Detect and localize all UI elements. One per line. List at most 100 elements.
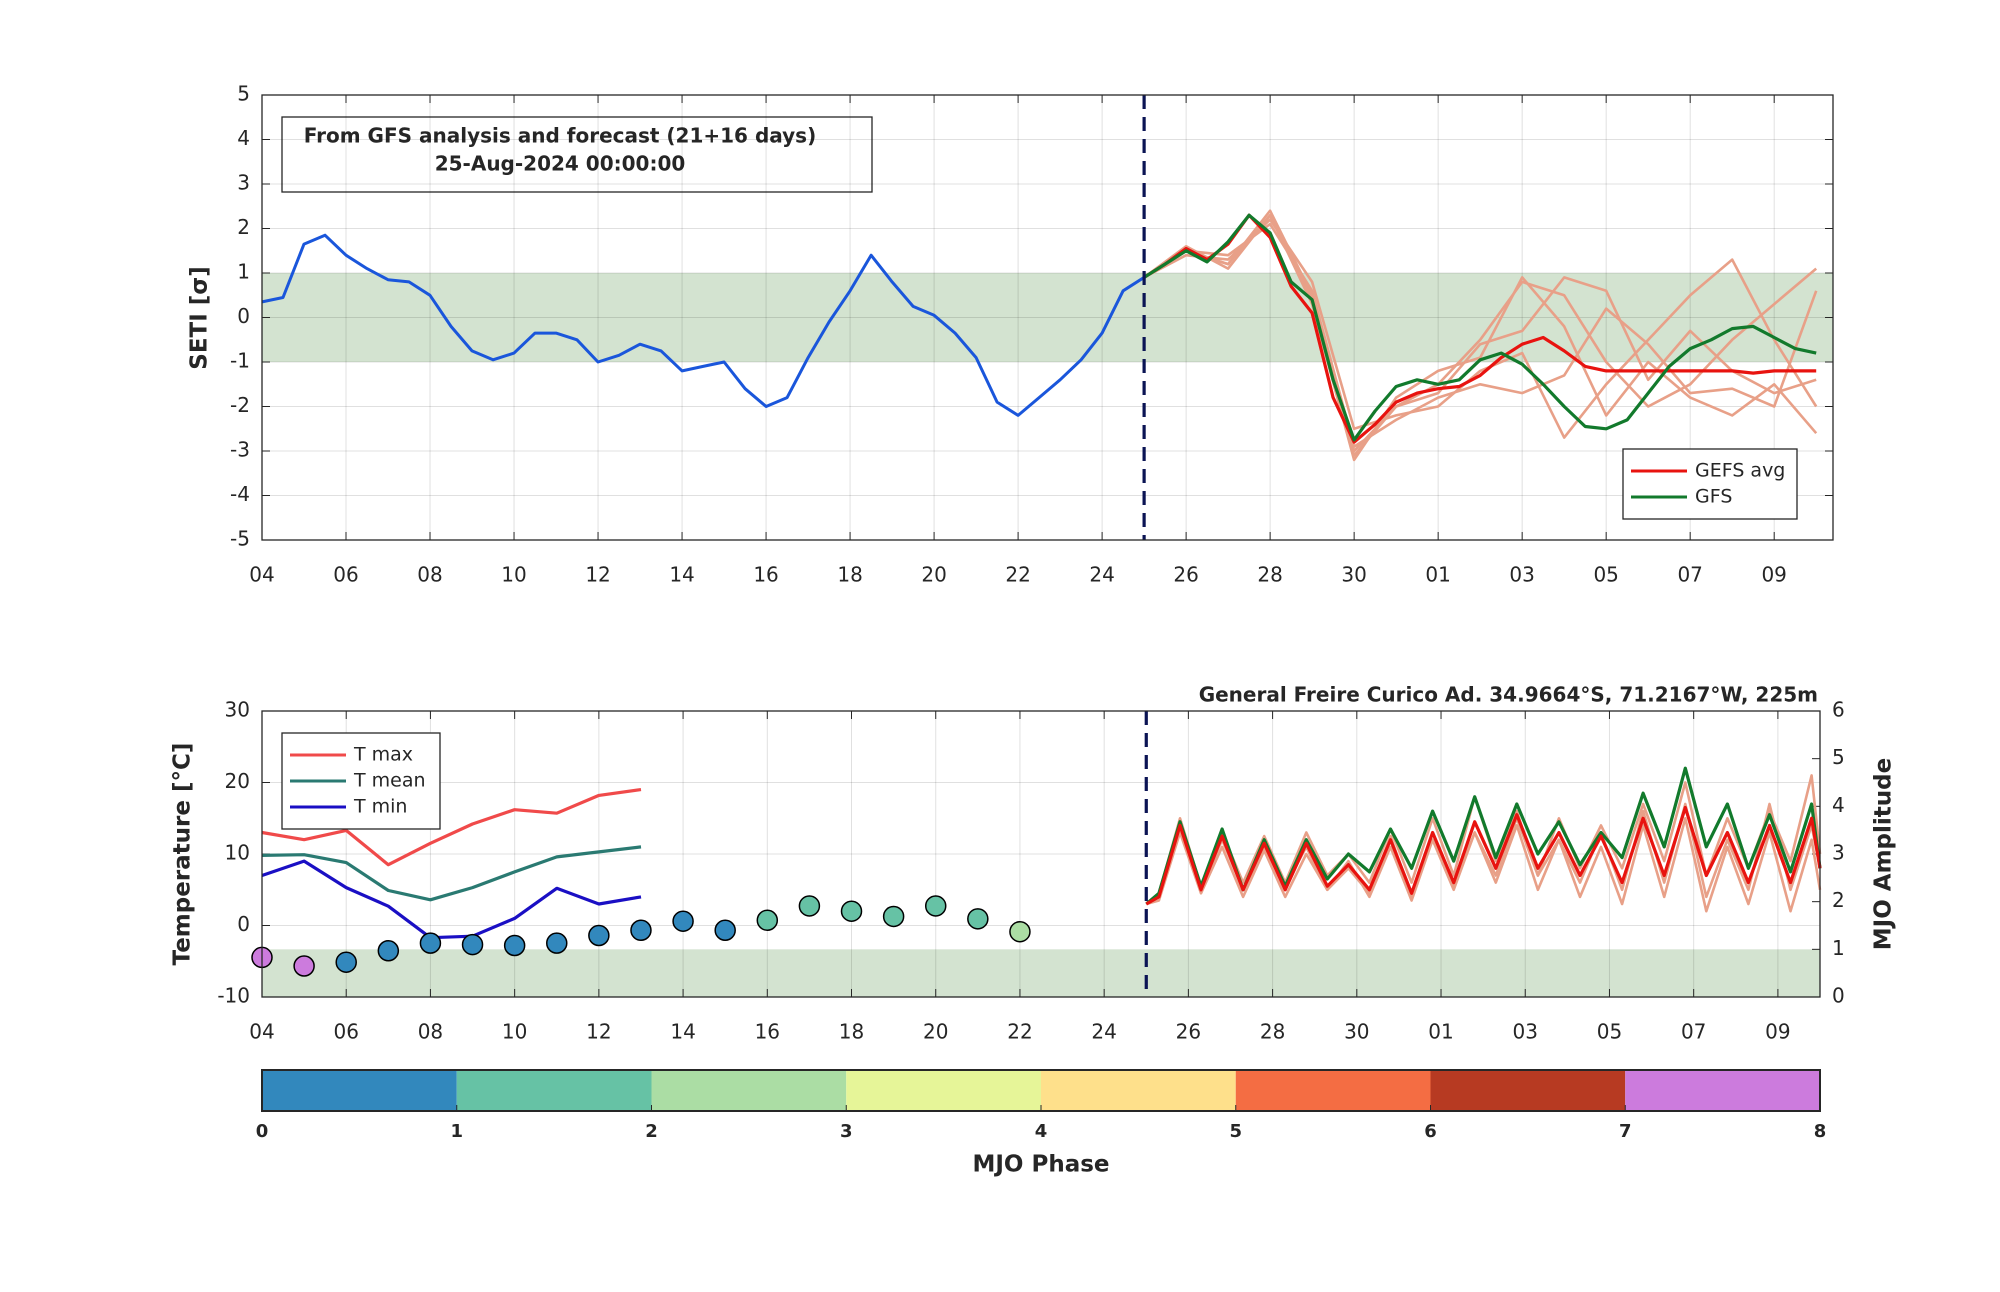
x-tick-label: 22 (1005, 563, 1030, 587)
x-tick-label: 18 (837, 563, 862, 587)
y-tick-label: 20 (225, 769, 250, 793)
x-tick-label: 28 (1257, 563, 1282, 587)
colorbar-frame (261, 1069, 1821, 1112)
y-tick-label: -4 (230, 482, 250, 506)
y-tick-label: 1 (237, 260, 250, 284)
x-tick-label: 07 (1677, 563, 1702, 587)
y-tick-label: 4 (237, 126, 250, 150)
annotation: From GFS analysis and forecast (21+16 da… (304, 124, 816, 148)
mjo-point (503, 934, 526, 957)
y-axis-label: SETI [σ] (187, 266, 213, 369)
y2-tick-label: 5 (1832, 745, 1845, 769)
mjo-point (293, 955, 315, 977)
colorbar-tick-label: 4 (1035, 1121, 1048, 1142)
legend-box (1622, 448, 1798, 520)
colorbar-segment (1625, 1070, 1820, 1111)
mjo-point (882, 905, 905, 928)
legend-label: T max (353, 744, 413, 766)
y-tick-label: 0 (237, 912, 250, 936)
y-tick-label: 0 (237, 304, 250, 328)
x-tick-label: 09 (1765, 1020, 1790, 1044)
x-tick-label: 05 (1593, 563, 1618, 587)
colorbar-tick-label: 2 (645, 1121, 658, 1142)
plot-frame (261, 710, 1821, 998)
x-tick-label: 12 (585, 563, 610, 587)
colorbar-label: MJO Phase (972, 1152, 1109, 1178)
x-tick-label: 03 (1513, 1020, 1538, 1044)
y-tick-label: 2 (237, 215, 250, 239)
series-line (261, 845, 642, 902)
x-tick-label: 18 (839, 1020, 864, 1044)
x-tick-label: 22 (1007, 1020, 1032, 1044)
x-tick-label: 01 (1425, 563, 1450, 587)
y-tick-label: -3 (230, 438, 250, 462)
mjo-point (546, 932, 568, 954)
x-tick-label: 28 (1260, 1020, 1285, 1044)
mjo-point (967, 908, 989, 930)
x-tick-label: 10 (501, 563, 526, 587)
y-tick-label: 3 (237, 171, 250, 195)
series-line (261, 788, 642, 867)
mjo-point (840, 900, 863, 922)
mjo-point (798, 895, 821, 917)
series-line (1143, 213, 1817, 442)
y2-tick-label: 6 (1832, 698, 1845, 722)
colorbar-segment (846, 1070, 1041, 1111)
colorbar-segment (262, 1070, 457, 1111)
x-tick-label: 26 (1173, 563, 1198, 587)
band (262, 949, 1820, 997)
ensemble-line (1143, 222, 1818, 448)
mjo-point (1009, 920, 1031, 943)
y-tick-label: -5 (230, 527, 250, 551)
x-tick-label: 10 (502, 1020, 527, 1044)
y-tick-label: -2 (230, 393, 250, 417)
analysis-line (261, 233, 1145, 417)
colorbar-segment (1430, 1070, 1626, 1111)
y-tick-label: 30 (225, 698, 250, 722)
x-tick-label: 06 (333, 563, 358, 587)
colorbar-segment (651, 1070, 847, 1111)
x-tick-label: 07 (1681, 1020, 1706, 1044)
mjo-point (756, 909, 779, 932)
ensemble-line (1145, 817, 1822, 913)
x-tick-label: 12 (586, 1020, 611, 1044)
x-tick-label: 20 (921, 563, 946, 587)
x-tick-label: 24 (1091, 1020, 1116, 1044)
y-tick-label: -1 (230, 349, 250, 373)
colorbar-tick-label: 1 (450, 1121, 463, 1142)
mjo-point (588, 924, 610, 947)
x-tick-label: 14 (669, 563, 694, 587)
y2-tick-label: 2 (1832, 888, 1845, 912)
x-tick-label: 09 (1761, 563, 1786, 587)
y-tick-label: 10 (225, 841, 250, 865)
x-tick-label: 16 (753, 563, 778, 587)
mjo-point (419, 932, 442, 954)
colorbar-tick-label: 3 (840, 1121, 853, 1142)
x-tick-label: 14 (670, 1020, 695, 1044)
y-axis-label: Temperature [°C] (170, 743, 196, 966)
x-tick-label: 26 (1176, 1020, 1201, 1044)
series-line (261, 859, 642, 940)
mjo-point (630, 919, 652, 942)
y-tick-label: -10 (217, 984, 250, 1008)
mjo-point (335, 951, 357, 973)
chart-title: General Freire Curico Ad. 34.9664°S, 71.… (1199, 683, 1818, 707)
y2-tick-label: 4 (1832, 793, 1845, 817)
mjo-point (714, 919, 736, 942)
mjo-point (377, 940, 400, 962)
x-tick-label: 03 (1509, 563, 1534, 587)
colorbar-segment (1041, 1070, 1236, 1111)
x-tick-label: 04 (249, 563, 274, 587)
x-tick-label: 30 (1341, 563, 1366, 587)
x-tick-label: 08 (417, 563, 442, 587)
y-tick-label: 5 (237, 82, 250, 106)
colorbar-tick-label: 7 (1619, 1121, 1632, 1142)
colorbar-tick-label: 6 (1424, 1121, 1437, 1142)
colorbar-tick-label: 5 (1229, 1121, 1242, 1142)
y2-tick-label: 1 (1832, 936, 1845, 960)
annotation-box (281, 116, 873, 193)
x-tick-label: 01 (1428, 1020, 1453, 1044)
colorbar-segment (456, 1070, 652, 1111)
x-tick-label: 06 (333, 1020, 358, 1044)
